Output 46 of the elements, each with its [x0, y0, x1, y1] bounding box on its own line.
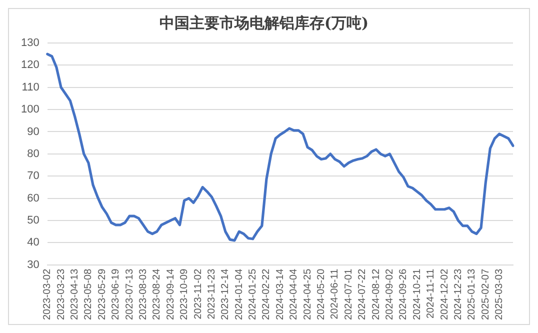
x-tick-label: 2023-09-14	[165, 268, 176, 320]
x-tick-label: 2023-06-19	[110, 268, 122, 320]
x-tick-label: 2023-03-02	[42, 268, 54, 320]
chart-title: 中国主要市场电解铝库存(万吨)	[159, 14, 369, 32]
y-tick-label: 50	[27, 214, 40, 227]
x-tick-label: 2024-10-21	[412, 268, 423, 320]
y-tick-label: 80	[27, 148, 40, 160]
x-tick-label: 2025-01-13	[466, 268, 478, 320]
x-tick-label: 2024-11-11	[426, 268, 437, 319]
x-tick-label: 2024-09-26	[398, 268, 410, 320]
x-tick-label: 2024-09-02	[384, 268, 396, 320]
x-tick-label: 2023-12-14	[220, 268, 232, 320]
y-tick-label: 60	[27, 192, 40, 204]
y-tick-label: 110	[22, 81, 40, 94]
y-tick-label: 100	[20, 104, 40, 116]
x-tick-label: 2024-08-12	[370, 268, 382, 320]
x-tick-label: 2023-05-29	[96, 268, 108, 320]
y-tick-label: 130	[20, 37, 40, 50]
x-tick-label: 2024-05-20	[316, 268, 328, 320]
x-tick-label: 2024-07-22	[357, 268, 368, 320]
x-tick-label: 2023-07-13	[124, 268, 136, 320]
x-tick-label: 2024-06-11	[330, 268, 341, 320]
x-tick-label: 2024-03-14	[274, 268, 286, 320]
x-tick-label: 2023-10-09	[179, 268, 190, 320]
x-tick-label: 2024-12-23	[452, 268, 464, 320]
x-tick-label: 2024-07-01	[343, 268, 354, 320]
y-tick-label: 30	[27, 258, 40, 271]
x-tick-label: 2023-08-24	[152, 268, 163, 320]
x-tick-label: 2024-04-04	[288, 268, 300, 320]
y-tick-label: 120	[20, 59, 40, 72]
x-tick-label: 2023-08-03	[138, 268, 149, 320]
y-tick-label: 90	[27, 126, 40, 138]
x-tick-label: 2025-02-07	[480, 268, 492, 320]
x-tick-label: 2024-01-04	[234, 268, 245, 320]
x-tick-label: 2024-04-25	[302, 268, 314, 320]
x-tick-label: 2023-11-23	[206, 268, 218, 320]
x-tick-label: 2024-12-02	[439, 268, 450, 320]
x-tick-label: 2025-03-03	[494, 268, 506, 320]
x-tick-label: 2023-11-02	[192, 268, 204, 320]
x-tick-label: 2023-05-08	[83, 268, 94, 320]
x-tick-label: 2024-02-22	[261, 268, 272, 320]
x-tick-label: 2024-01-25	[248, 268, 259, 320]
x-tick-label: 2023-04-13	[69, 268, 80, 320]
y-tick-label: 70	[27, 170, 40, 182]
x-tick-label: 2023-03-23	[56, 268, 67, 320]
y-tick-label: 40	[27, 236, 40, 249]
